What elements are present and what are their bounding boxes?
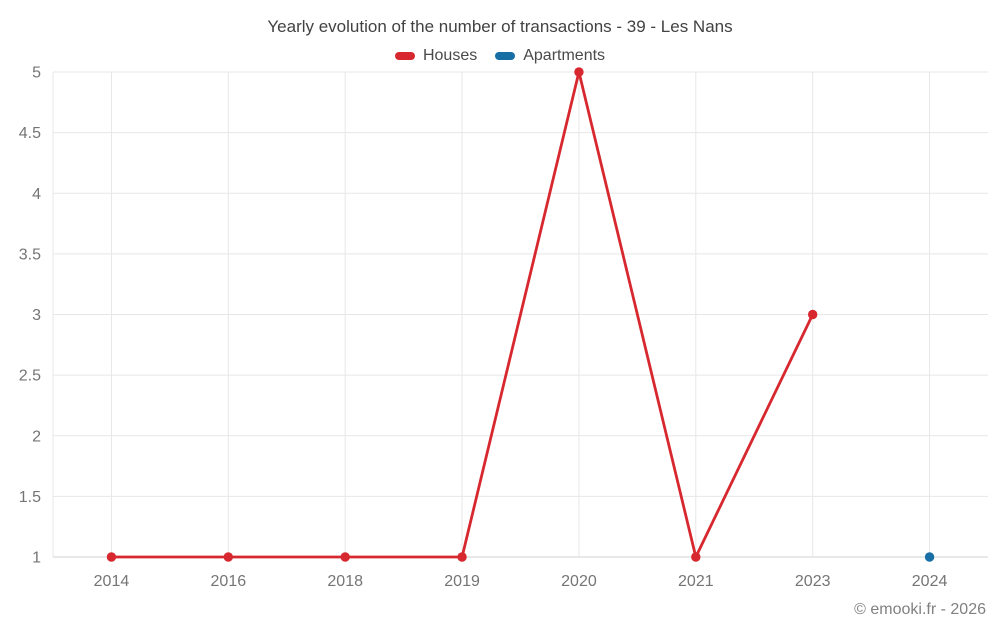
legend: Houses Apartments [0,46,1000,66]
x-tick-label: 2019 [444,573,480,590]
x-tick-label: 2021 [678,573,714,590]
apartments-series-swatch-icon [495,52,516,60]
x-tick-label: 2018 [327,573,363,590]
houses-data-point[interactable] [223,552,234,562]
y-tick-label: 1.5 [19,489,41,506]
y-tick-label: 4 [32,186,41,203]
x-tick-label: 2016 [211,573,247,590]
legend-label-houses: Houses [422,47,478,64]
y-tick-label: 1 [32,550,41,567]
y-tick-label: 2 [32,428,41,445]
x-tick-label: 2024 [912,573,948,590]
houses-series-swatch-icon [394,52,415,60]
legend-label-apartments: Apartments [523,47,606,64]
houses-data-point[interactable] [807,309,818,320]
houses-data-point[interactable] [106,552,117,562]
houses-data-point[interactable] [691,552,701,562]
apartments-data-point[interactable] [924,552,935,562]
houses-data-point[interactable] [457,552,467,562]
houses-data-point[interactable] [574,67,584,77]
y-tick-label: 4.5 [19,125,41,142]
x-tick-label: 2023 [795,573,831,590]
legend-item-apartments[interactable]: Apartments [495,47,605,65]
legend-item-houses[interactable]: Houses [394,47,478,65]
copyright-watermark: © emooki.fr - 2026 [854,601,986,618]
chart-title: Yearly evolution of the number of transa… [267,17,733,36]
y-tick-label: 3 [32,307,41,324]
y-tick-label: 2.5 [19,368,41,385]
y-tick-label: 5 [32,65,41,82]
y-tick-label: 3.5 [19,246,41,263]
x-tick-label: 2014 [94,573,130,590]
x-tick-label: 2020 [561,573,597,590]
houses-data-point[interactable] [340,552,350,562]
